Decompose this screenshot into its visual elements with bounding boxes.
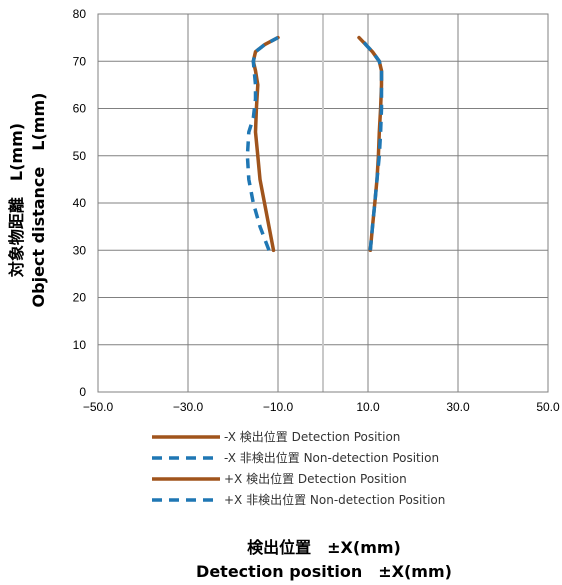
y-tick-label: 70 xyxy=(73,54,87,68)
x-tick-label: 50.0 xyxy=(536,400,560,414)
series-line-4 xyxy=(359,36,384,251)
y-axis-title-jp: 対象物距離 L(mm) xyxy=(7,123,26,278)
y-tick-label: 80 xyxy=(73,7,87,21)
x-tick-label: −30.0 xyxy=(173,400,204,414)
legend: -X 検出位置 Detection Position -X 非検出位置 Non-d… xyxy=(152,429,445,507)
y-axis-title-en: Object distance L(mm) xyxy=(29,93,48,308)
x-axis-title-en: Detection position ±X(mm) xyxy=(196,562,452,581)
x-tick-labels: −50.0 −30.0 −10.0 10.0 30.0 50.0 xyxy=(83,400,560,414)
series-line-3 xyxy=(357,35,384,253)
y-tick-label: 30 xyxy=(73,243,87,257)
series-line-2 xyxy=(245,36,279,251)
legend-label-4: +X 非検出位置 Non-detection Position xyxy=(224,492,445,507)
y-tick-label: 60 xyxy=(73,102,87,116)
plot-frame xyxy=(97,13,549,393)
x-tick-label: 10.0 xyxy=(356,400,380,414)
y-tick-label: 40 xyxy=(73,196,87,210)
series-line-1 xyxy=(251,35,280,253)
series-layer xyxy=(245,35,384,253)
legend-label-1: -X 検出位置 Detection Position xyxy=(224,429,400,444)
y-tick-label: 10 xyxy=(73,338,87,352)
x-tick-label: 30.0 xyxy=(446,400,470,414)
y-tick-label: 0 xyxy=(79,385,86,399)
x-axis-title-jp: 検出位置 ±X(mm) xyxy=(247,538,401,557)
legend-label-3: +X 検出位置 Detection Position xyxy=(224,471,407,486)
x-tick-label: −50.0 xyxy=(83,400,114,414)
x-tick-label: −10.0 xyxy=(263,400,294,414)
legend-label-2: -X 非検出位置 Non-detection Position xyxy=(224,450,439,465)
y-tick-label: 20 xyxy=(73,291,87,305)
y-tick-labels: 0 10 20 30 40 50 60 70 80 xyxy=(73,7,87,399)
y-tick-label: 50 xyxy=(73,149,87,163)
